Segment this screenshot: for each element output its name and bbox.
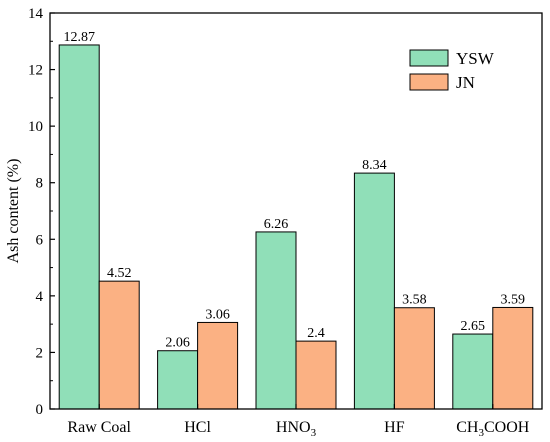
y-tick-label: 10 xyxy=(28,119,43,135)
bar-ysw-4 xyxy=(452,333,494,410)
x-tick-label-base: HCl xyxy=(184,419,211,436)
bar-ysw-0 xyxy=(58,44,100,410)
x-tick-label-base: Raw Coal xyxy=(67,419,131,436)
bars-layer xyxy=(58,44,534,410)
data-label: 12.87 xyxy=(63,30,95,45)
y-tick-label: 8 xyxy=(36,176,44,192)
bar-ysw-1 xyxy=(157,350,199,410)
data-label: 2.06 xyxy=(165,336,190,351)
x-tick-label: CH3COOH xyxy=(456,419,530,439)
y-tick-label: 12 xyxy=(28,63,43,79)
bar-jn-2 xyxy=(295,340,337,410)
x-tick-label-base: HF xyxy=(384,419,405,436)
y-tick-label: 0 xyxy=(36,402,44,418)
x-tick-label-base: CH xyxy=(456,419,479,436)
bar-ysw-2 xyxy=(255,231,297,410)
data-label: 3.59 xyxy=(501,292,526,307)
bar-ysw-3 xyxy=(353,172,395,410)
data-label: 2.4 xyxy=(307,326,325,341)
x-axis: Raw Coal HCl HNO3 HF CH3COOH xyxy=(67,404,530,439)
y-tick-label: 2 xyxy=(36,345,44,361)
x-tick-label-subscript: 3 xyxy=(478,427,484,439)
y-tick-label: 6 xyxy=(36,232,44,248)
bar-jn-4 xyxy=(492,306,534,410)
bar-jn-0 xyxy=(98,280,140,410)
x-tick-label: HNO3 xyxy=(276,419,317,439)
x-tick-label: Raw Coal xyxy=(67,419,131,436)
legend-swatch-jn xyxy=(409,73,449,91)
value-labels-layer: 12.87 4.52 2.06 3.06 6.26 2.4 8.34 3.58 2.65 3.59 xyxy=(63,30,525,351)
x-tick-label: HF xyxy=(384,419,405,436)
bar-jn-3 xyxy=(393,307,435,410)
y-axis-title: Ash content (%) xyxy=(5,159,22,264)
x-tick-label-tail: COOH xyxy=(484,419,530,436)
legend: YSW JN xyxy=(409,49,495,92)
x-tick-label: HCl xyxy=(184,419,211,436)
data-label: 6.26 xyxy=(264,217,289,232)
legend-label-jn: JN xyxy=(456,73,475,92)
data-label: 4.52 xyxy=(107,266,132,281)
x-tick-label-base: HNO xyxy=(276,419,311,436)
data-label: 3.58 xyxy=(402,293,427,308)
legend-label-ysw: YSW xyxy=(456,49,495,68)
x-tick-label-subscript: 3 xyxy=(311,427,317,439)
data-label: 2.65 xyxy=(461,319,486,334)
data-label: 3.06 xyxy=(205,307,230,322)
y-tick-label: 14 xyxy=(28,6,44,22)
bar-jn-1 xyxy=(197,321,239,410)
legend-swatch-ysw xyxy=(409,49,449,67)
data-label: 8.34 xyxy=(362,158,387,173)
y-tick-label: 4 xyxy=(36,289,44,305)
y-axis: 0 2 4 6 8 10 12 14 xyxy=(28,6,55,418)
